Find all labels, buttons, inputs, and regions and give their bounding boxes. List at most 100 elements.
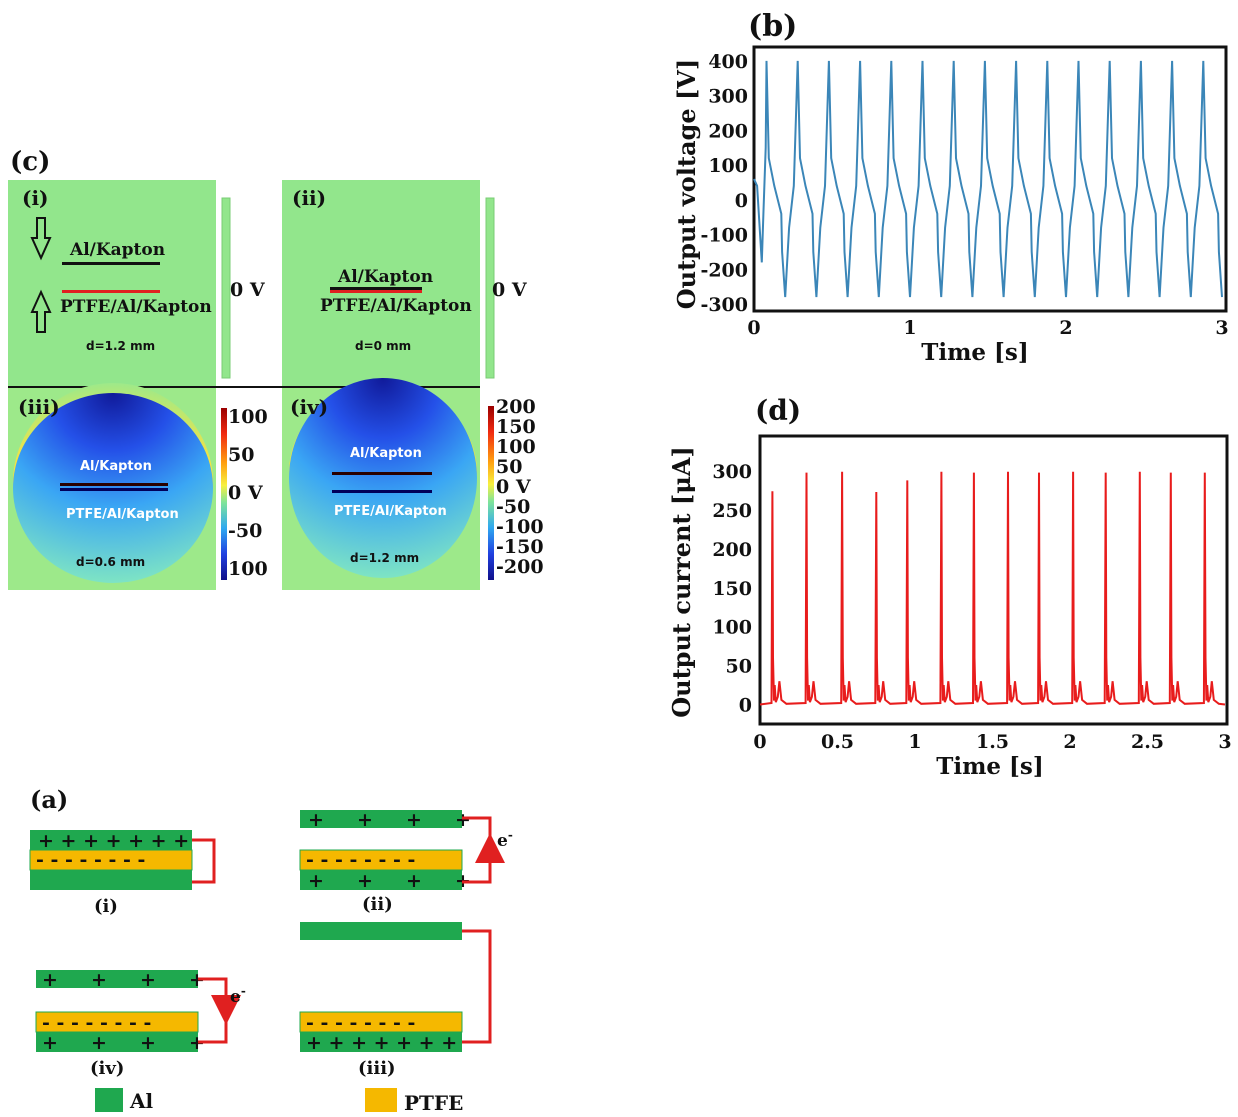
current-x-tick-2: 1 [908,731,921,753]
state-label-iv: (iv) [90,1058,124,1079]
al-plate-top-i [30,830,192,850]
chart-b-title: (b) [748,9,797,44]
al-plate-bottom-i [30,870,192,890]
voltage-y-tick-0: 400 [708,51,748,73]
bottom-electrode-label-ii: PTFE/Al/Kapton [320,296,472,316]
voltage-y-tick-6: -200 [700,259,748,281]
current-plot-frame [758,434,1229,726]
colorbar-iii-tick-0: 100 [228,406,268,428]
al-plate-bottom-iv [36,1032,198,1052]
arrow-up-icon [30,289,52,333]
colorbar-iv [488,406,494,580]
current-y-tick-0: 300 [712,461,752,483]
top-electrode-iv [332,472,432,475]
electron-label-iv: e- [230,984,246,1007]
voltage-y-tick-3: 100 [708,155,748,177]
colorbar-iv-tick-4: 0 V [496,476,532,498]
voltage-y-tick-2: 200 [708,120,748,142]
al-plate-top-ii [300,810,462,828]
colorbar-iv-tick-8: -200 [496,556,544,578]
charges-plus-bottom-ii: + + + + [308,870,471,892]
voltage-x-tick-0: 0 [747,317,760,339]
potential-label-ii: 0 V [492,279,528,301]
voltage-y-tick-1: 300 [708,86,748,108]
wire-iii [462,929,492,1044]
legend-ptfe-swatch [365,1088,397,1112]
wire-i [192,838,216,884]
charges-plus-i: + + + + + + + [38,830,189,852]
negative-field-region-iv [289,378,477,578]
al-plate-top-iii [300,922,462,940]
current-y-tick-2: 200 [712,539,752,561]
panel-c: (c) (i) Al/Kapton PTFE/Al/Kapton d=1.2 m… [8,147,544,590]
current-y-tick-1: 250 [712,500,752,522]
colorbar-iv-tick-0: 200 [496,396,536,418]
voltage-x-axis-label: Time [s] [921,339,1029,366]
colorbar-i [221,197,231,379]
bottom-electrode-label-i: PTFE/Al/Kapton [60,297,212,317]
subpanel-tag-iv: (iv) [290,395,328,419]
current-x-tick-4: 2 [1063,731,1076,753]
bottom-electrode-label-iii: PTFE/Al/Kapton [66,507,179,522]
current-x-tick-3: 1.5 [976,731,1009,753]
voltage-y-tick-7: -300 [700,294,748,316]
voltage-y-tick-4: 0 [735,190,748,212]
voltage-y-tick-5: -100 [700,225,748,247]
bottom-electrode-iii [60,488,168,491]
voltage-series-line [753,60,1223,298]
charges-plus-top-iv: + + + + [42,969,205,991]
colorbar-iii-tick-3: -50 [228,520,262,542]
subpanel-divider [8,386,480,388]
bottom-electrode-iv [332,490,432,493]
panel-a: (a) + + + + + + + - - - - - - - - (i) + … [29,785,513,1115]
top-electrode-ii [330,287,422,290]
voltage-x-tick-2: 2 [1059,317,1072,339]
current-y-tick-3: 150 [712,578,752,600]
current-x-tick-6: 3 [1218,731,1231,753]
electron-label-ii: e- [497,828,513,851]
colorbar-ii [485,197,495,379]
colorbar-iv-tick-7: -150 [496,536,544,558]
charges-minus-iv: - - - - - - - - [42,1012,151,1034]
colorbar-iv-tick-5: -50 [496,496,530,518]
field-map-ii [282,180,480,387]
subpanel-tag-i: (i) [22,186,49,210]
charges-plus-top-ii: + + + + [308,809,471,831]
current-y-tick-6: 0 [739,695,752,717]
top-electrode-iii [60,483,168,486]
voltage-y-axis-label: Output voltage [V] [672,59,701,310]
top-electrode-label-iv: Al/Kapton [350,446,422,461]
electron-charge-ii: - [508,828,513,842]
top-electrode-label-ii: Al/Kapton [337,267,433,287]
colorbar-iii-tick-1: 50 [228,444,254,466]
state-label-i: (i) [94,896,118,917]
legend-ptfe-label: PTFE [404,1091,463,1115]
subpanel-tag-iii: (iii) [18,395,60,419]
gap-label-i: d=1.2 mm [86,339,155,353]
colorbar-iv-tick-1: 150 [496,416,536,438]
chart-d-title: (d) [755,394,801,427]
colorbar-iii [221,408,227,580]
al-plate-bottom-ii [300,870,462,890]
bottom-electrode-label-iv: PTFE/Al/Kapton [334,504,447,519]
colorbar-iii-tick-4: 100 [228,558,268,580]
top-electrode-label-iii: Al/Kapton [80,459,152,474]
gap-label-ii: d=0 mm [355,339,411,353]
colorbar-ticks-iii: 100 50 0 V -50 100 [228,406,268,580]
electron-symbol-ii: e [497,831,508,851]
current-y-tick-4: 100 [712,617,752,639]
bottom-electrode-ii [330,290,422,293]
colorbar-iv-tick-3: 50 [496,456,522,478]
current-y-tick-5: 50 [726,656,752,678]
panel-c-label: (c) [10,147,50,177]
voltage-x-tick-3: 3 [1215,317,1228,339]
current-series-line [759,471,1226,706]
bottom-electrode-i [62,290,160,293]
colorbar-iii-tick-2: 0 V [228,482,264,504]
field-map-i [8,180,216,387]
arrow-down-icon [30,217,52,261]
charges-minus-ii: - - - - - - - - [306,849,415,871]
gap-label-iv: d=1.2 mm [350,551,419,565]
